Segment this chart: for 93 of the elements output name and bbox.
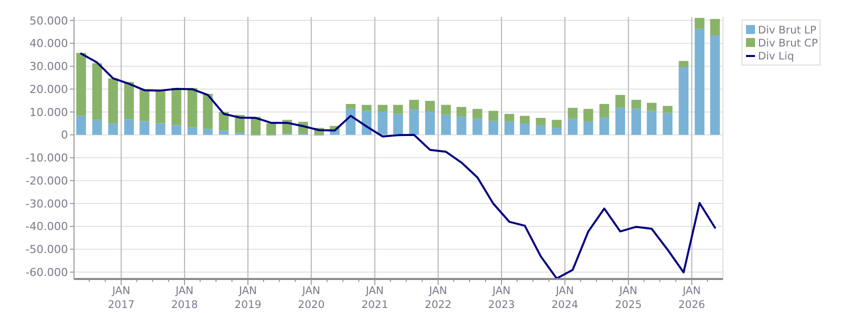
y-tick-label: 50.000 <box>30 14 68 28</box>
bar <box>504 114 514 122</box>
line-series <box>80 52 716 280</box>
bar <box>631 100 642 109</box>
bar <box>583 122 594 135</box>
y-tick-label: 0 <box>61 128 68 142</box>
bar <box>124 119 134 135</box>
bar <box>678 60 688 68</box>
legend-label: Div Liq <box>758 50 794 63</box>
bar <box>456 116 466 135</box>
bar <box>409 100 419 110</box>
bar <box>188 127 198 135</box>
x-tick-label: JAN 2020 <box>298 285 325 311</box>
x-tick-label: JAN 2024 <box>552 285 579 311</box>
bar <box>76 116 86 135</box>
bar <box>504 122 514 135</box>
bar <box>202 128 213 135</box>
bar <box>615 108 626 135</box>
bar <box>615 94 626 108</box>
x-tick-label: JAN 2026 <box>678 285 706 311</box>
x-tick-label: JAN 2017 <box>108 285 135 311</box>
bar <box>140 121 150 135</box>
bar <box>694 18 704 29</box>
bar <box>568 108 578 119</box>
bar <box>583 108 594 122</box>
bar <box>472 108 482 119</box>
bar <box>520 116 530 124</box>
bar <box>441 114 451 135</box>
bar <box>441 104 451 115</box>
bar <box>76 52 86 116</box>
bar <box>662 106 672 113</box>
bar <box>92 63 102 120</box>
bar <box>124 82 134 120</box>
bar <box>472 118 482 135</box>
bar <box>172 88 182 126</box>
bar <box>568 118 578 135</box>
x-tick-label: JAN 2018 <box>171 285 198 311</box>
legend-label: Div Brut CP <box>758 38 818 50</box>
legend-label: Div Brut LP <box>758 24 816 37</box>
bar <box>552 128 562 135</box>
bar <box>646 102 657 111</box>
bar <box>599 104 610 118</box>
bar <box>393 104 403 114</box>
bar <box>108 78 118 124</box>
x-tick-label: JAN 2023 <box>488 285 515 311</box>
bar <box>108 124 118 135</box>
bar <box>425 112 435 135</box>
bar <box>409 110 419 135</box>
bar <box>378 104 388 112</box>
bar <box>156 90 166 124</box>
bar <box>552 120 562 128</box>
bar <box>92 120 102 135</box>
y-tick-label: 40.000 <box>30 37 68 50</box>
x-tick-label: JAN 2022 <box>424 285 452 311</box>
y-tick-label: -60.000 <box>26 266 68 279</box>
bar <box>710 18 720 36</box>
bar <box>599 118 610 135</box>
bar <box>346 104 356 109</box>
bar <box>156 123 166 135</box>
bar <box>202 94 213 129</box>
bar <box>631 108 642 135</box>
bar <box>456 106 466 117</box>
bar <box>393 114 403 135</box>
bar <box>378 112 388 135</box>
bar <box>710 36 720 135</box>
bar <box>140 89 150 122</box>
x-tick-label: JAN 2021 <box>361 285 388 311</box>
bar <box>678 68 688 135</box>
x-tick-label: JAN 2025 <box>615 285 642 311</box>
bar <box>218 130 229 135</box>
bar <box>488 110 498 121</box>
bar <box>172 125 182 135</box>
bar <box>488 120 498 135</box>
y-tick-label: -50.000 <box>26 243 68 256</box>
bar <box>266 123 276 135</box>
bar <box>520 124 530 135</box>
y-tick-label: 30.000 <box>30 60 68 74</box>
y-tick-label: 20.000 <box>30 82 68 96</box>
bar <box>362 104 372 111</box>
y-tick-label: 10.000 <box>30 106 68 119</box>
x-tick-label: JAN 2019 <box>234 285 262 311</box>
bar <box>646 110 657 135</box>
y-tick-label: -40.000 <box>26 220 68 234</box>
bar <box>536 118 546 126</box>
bar <box>188 88 198 128</box>
bar <box>425 100 435 112</box>
bar <box>662 112 672 135</box>
bar <box>218 112 229 131</box>
y-tick-label: -10.000 <box>26 152 68 165</box>
bar <box>694 28 704 135</box>
y-tick-label: -20.000 <box>26 174 68 188</box>
bar <box>536 125 546 135</box>
y-tick-label: -30.000 <box>26 197 68 210</box>
